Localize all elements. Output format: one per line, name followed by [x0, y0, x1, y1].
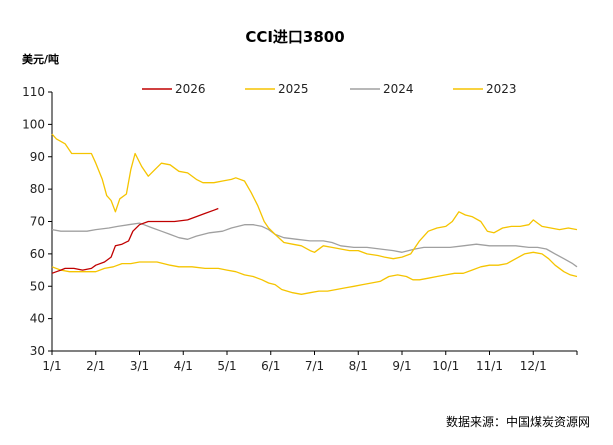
y-axis-unit: 美元/吨: [22, 52, 59, 66]
series-line-2026: [51, 207, 219, 274]
y-tick-label: 90: [30, 150, 45, 164]
x-tick-label: 1/1: [42, 359, 61, 373]
y-tick-label: 70: [30, 215, 45, 229]
x-tick-label: 6/1: [261, 359, 280, 373]
y-tick-label: 50: [30, 279, 45, 293]
series-line-2024: [51, 222, 578, 268]
legend: 2026 2025 2024 2023: [142, 82, 517, 96]
x-tick-label: 11/1: [476, 359, 503, 373]
y-tick-label: 30: [30, 344, 45, 358]
x-tick-label: 10/1: [432, 359, 459, 373]
y-tick-label: 110: [22, 85, 45, 99]
legend-label-2025: 2025: [278, 82, 309, 96]
x-tick-label: 5/1: [217, 359, 236, 373]
x-tick-label: 7/1: [305, 359, 324, 373]
series-line-2023: [51, 251, 578, 295]
y-tick-label: 100: [22, 117, 45, 131]
x-tick-label: 9/1: [392, 359, 411, 373]
y-tick-label: 60: [30, 247, 45, 261]
plot-area: 30 40 50 60 70 80 90 100 110 1/1 2/1 3/1 4/1 5/1 6/1 7/…: [22, 85, 578, 373]
legend-label-2023: 2023: [486, 82, 517, 96]
y-tick-label: 80: [30, 182, 45, 196]
series-line-2025: [51, 133, 578, 260]
y-tick-label: 40: [30, 312, 45, 326]
x-tick-label: 8/1: [349, 359, 368, 373]
legend-label-2024: 2024: [383, 82, 414, 96]
source-note: 数据来源：中国煤炭资源网: [446, 414, 590, 429]
legend-label-2026: 2026: [175, 82, 206, 96]
x-tick-label: 3/1: [130, 359, 149, 373]
x-tick-label: 2/1: [86, 359, 105, 373]
x-tick-label: 4/1: [174, 359, 193, 373]
x-tick-label: 12/1: [520, 359, 547, 373]
chart-title: CCI进口3800: [245, 28, 344, 46]
